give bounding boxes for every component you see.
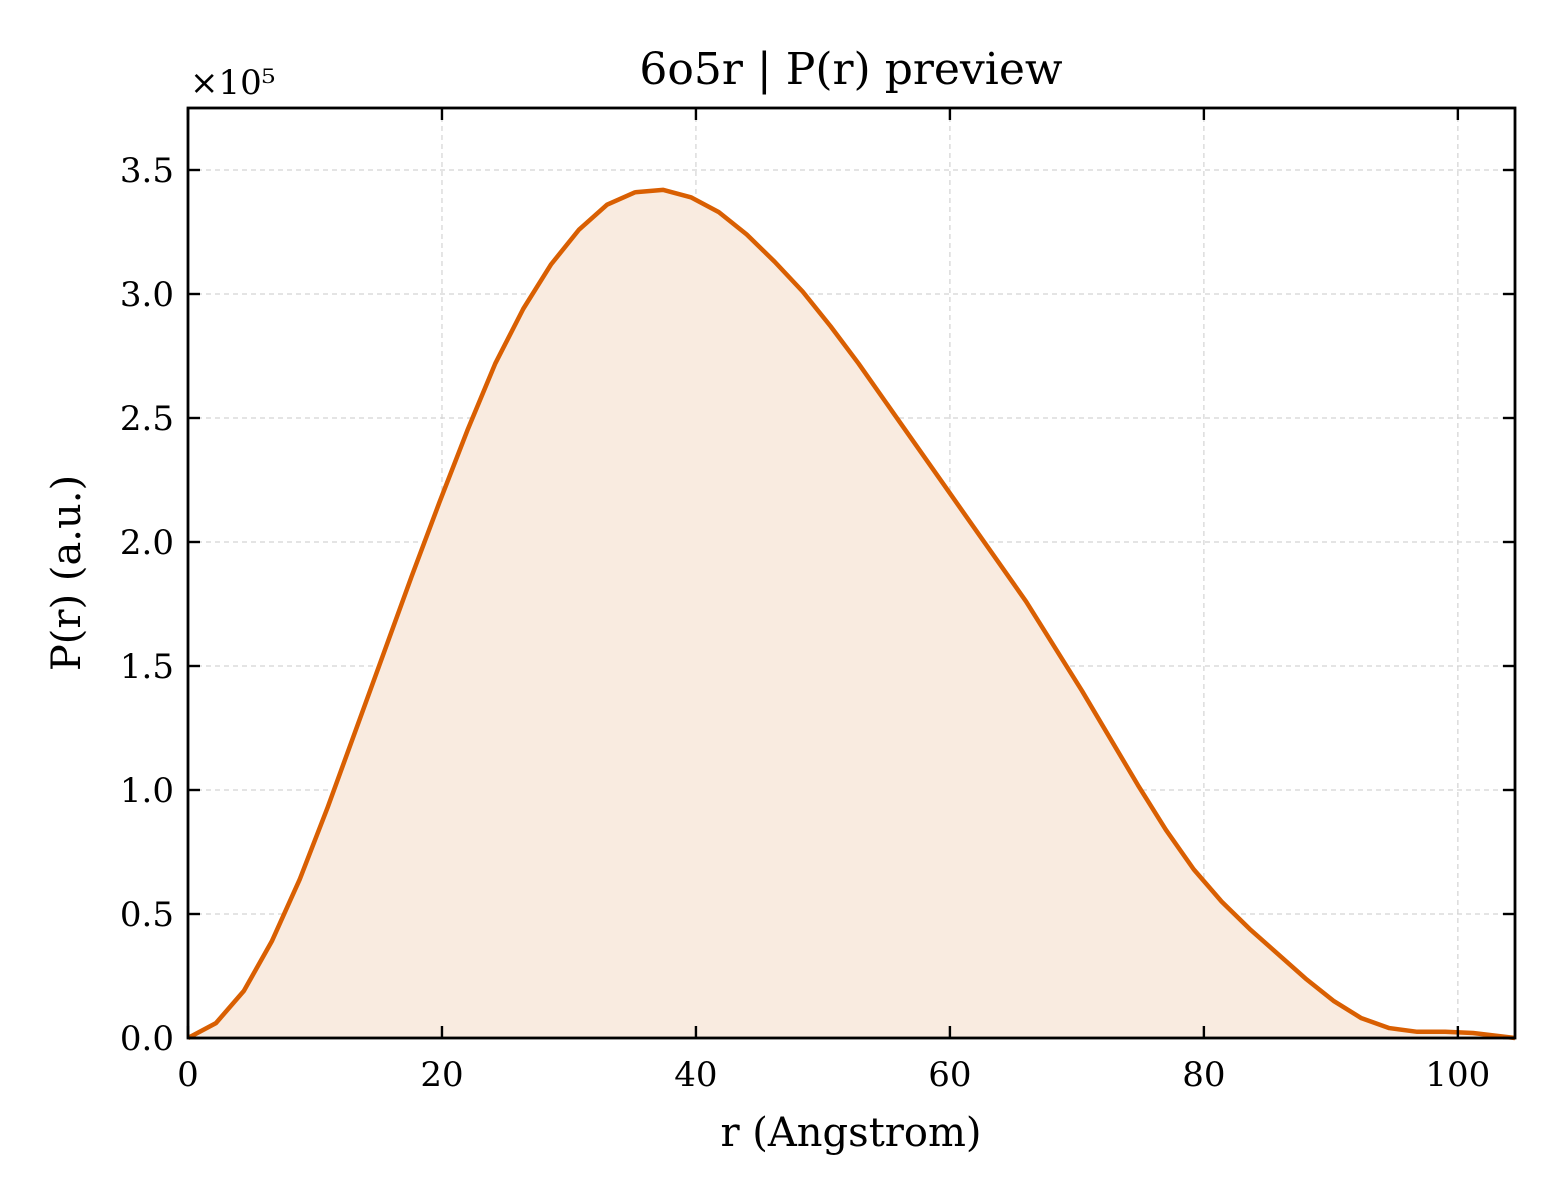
y-tick-label: 1.0	[120, 771, 174, 811]
pr-area-fill	[188, 189, 1515, 1039]
x-tick-label: 60	[928, 1055, 971, 1095]
x-tick-label: 100	[1425, 1055, 1490, 1095]
y-tick-label: 0.0	[120, 1019, 174, 1059]
pr-curve-line	[186, 187, 1516, 1041]
y-tick-labels: 0.0 0.5 1.0 1.5 2.0 2.5 3.0 3.5	[120, 151, 174, 1059]
x-tick-label: 20	[420, 1055, 463, 1095]
y-tick-label: 2.5	[120, 399, 174, 439]
x-tick-label: 0	[177, 1055, 199, 1095]
chart-title: 6o5r | P(r) preview	[639, 44, 1062, 95]
y-axis-label: P(r) (a.u.)	[44, 475, 90, 671]
y-tick-label: 2.0	[120, 523, 174, 563]
y-tick-label: 3.5	[120, 151, 174, 191]
y-tick-label: 3.0	[120, 275, 174, 315]
x-tick-label: 40	[674, 1055, 717, 1095]
x-tick-labels: 0 20 40 60 80 100	[177, 1055, 1490, 1095]
y-tick-label: 1.5	[120, 647, 174, 687]
y-offset-label: ×10⁵	[190, 63, 275, 103]
y-tick-label: 0.5	[120, 895, 174, 935]
plot-frame	[186, 106, 1517, 1040]
axis-ticks	[186, 108, 1515, 1040]
x-axis-label: r (Angstrom)	[720, 1110, 981, 1156]
x-tick-label: 80	[1182, 1055, 1225, 1095]
